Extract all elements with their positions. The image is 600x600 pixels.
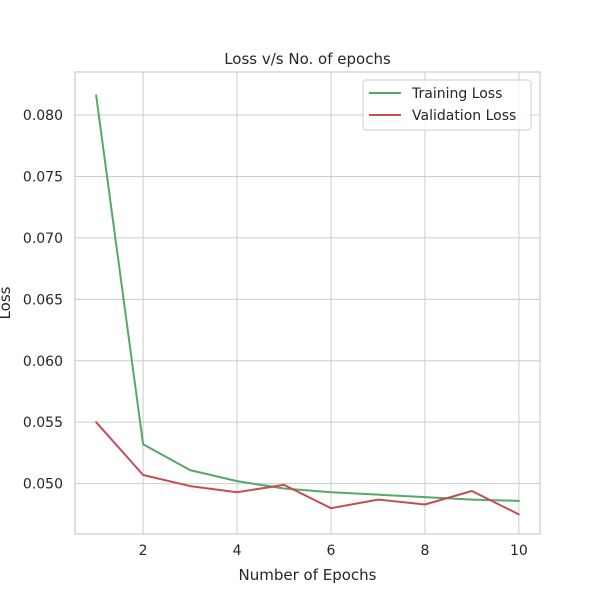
- y-tick-label: 0.050: [23, 477, 63, 493]
- x-tick-label: 2: [139, 543, 148, 559]
- legend-label: Validation Loss: [412, 108, 516, 124]
- y-tick-label: 0.080: [23, 108, 63, 124]
- legend: Training Loss Validation Loss: [362, 79, 532, 131]
- legend-box: [362, 79, 532, 131]
- y-tick-label: 0.070: [23, 231, 63, 247]
- series-lines: [95, 94, 520, 516]
- x-tick-labels: 2 4 6 8 10: [139, 543, 528, 559]
- grid-lines: [75, 72, 540, 534]
- chart-title: Loss v/s No. of epochs: [224, 50, 391, 68]
- legend-label: Training Loss: [411, 86, 502, 102]
- y-tick-label: 0.065: [23, 292, 63, 308]
- x-tick-label: 6: [327, 543, 336, 559]
- y-tick-label: 0.060: [23, 354, 63, 370]
- x-tick-label: 10: [510, 543, 528, 559]
- plot-frame: [74, 71, 541, 535]
- y-axis-label: Loss: [0, 286, 14, 319]
- y-tick-label: 0.055: [23, 415, 63, 431]
- y-tick-label: 0.075: [23, 169, 63, 185]
- y-tick-labels: 0.050 0.055 0.060 0.065 0.070 0.075 0.080: [23, 108, 63, 493]
- x-axis-label: Number of Epochs: [239, 566, 377, 584]
- x-tick-label: 4: [233, 543, 242, 559]
- series-line-validation-loss: [95, 421, 520, 516]
- x-tick-label: 8: [420, 543, 429, 559]
- series-line-training-loss: [95, 94, 520, 502]
